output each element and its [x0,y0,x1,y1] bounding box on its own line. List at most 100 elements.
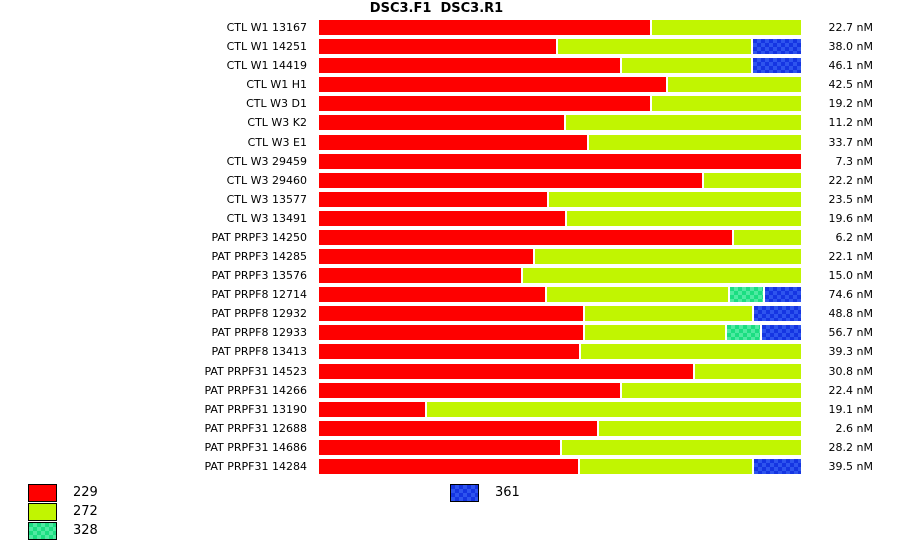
row-label: CTL W3 29459 [226,155,307,168]
row-bar [319,459,801,474]
chart-row: PAT PRPF3 14250 6.2 nM [0,230,900,245]
bar-segment-272 [425,402,801,417]
bar-segment-229 [319,77,667,92]
row-value-label: 28.2 nM [828,441,873,454]
bar-segment-272 [545,287,729,302]
row-value-label: 22.1 nM [828,250,873,263]
row-bar [319,325,801,340]
bar-segment-328 [728,287,764,302]
row-bar [319,154,801,169]
row-label: PAT PRPF31 14523 [204,365,307,378]
bar-segment-229 [319,249,533,264]
row-bar [319,402,801,417]
row-value-label: 33.7 nM [828,136,873,149]
row-label: CTL W3 13577 [226,193,307,206]
legend-swatch-229 [28,484,57,502]
row-value-label: 7.3 nM [835,155,873,168]
bar-segment-328 [725,325,761,340]
bar-segment-272 [732,230,801,245]
bar-segment-229 [319,173,703,188]
row-value-label: 46.1 nM [828,59,873,72]
row-label: PAT PRPF8 12932 [211,307,307,320]
row-bar [319,440,801,455]
row-label: PAT PRPF31 14686 [204,441,307,454]
bar-segment-272 [702,173,801,188]
row-bar [319,20,801,35]
row-bar [319,77,801,92]
chart-row: PAT PRPF8 12714 74.6 nM [0,287,900,302]
bar-segment-272 [597,421,801,436]
legend-swatch-328 [28,522,57,540]
bar-segment-229 [319,115,564,130]
row-value-label: 39.5 nM [828,460,873,473]
bar-segment-361 [750,58,801,73]
chart-row: PAT PRPF8 12933 56.7 nM [0,325,900,340]
row-label: PAT PRPF31 12688 [204,422,307,435]
chart-row: CTL W3 K2 11.2 nM [0,115,900,130]
legend-label-328: 328 [73,523,98,538]
bar-segment-272 [546,192,801,207]
row-value-label: 42.5 nM [828,78,873,91]
bar-segment-272 [533,249,801,264]
bar-segment-229 [319,58,620,73]
bar-segment-272 [560,440,801,455]
bar-segment-229 [319,402,426,417]
row-label: CTL W1 H1 [246,78,307,91]
bar-segment-229 [319,325,584,340]
row-value-label: 30.8 nM [828,365,873,378]
chart-row: CTL W3 29459 7.3 nM [0,154,900,169]
row-bar [319,192,801,207]
bar-segment-229 [319,39,557,54]
bar-segment-229 [319,268,521,283]
row-label: CTL W3 K2 [247,116,307,129]
bar-segment-272 [619,58,751,73]
bar-segment-272 [586,135,801,150]
bar-segment-229 [319,383,620,398]
row-bar [319,306,801,321]
chart-row: CTL W1 H1 42.5 nM [0,77,900,92]
row-bar [319,96,801,111]
chart-row: PAT PRPF31 14266 22.4 nM [0,383,900,398]
row-value-label: 23.5 nM [828,193,873,206]
row-value-label: 6.2 nM [835,231,873,244]
row-label: PAT PRPF3 13576 [211,269,307,282]
chart-row: PAT PRPF3 14285 22.1 nM [0,249,900,264]
bar-segment-229 [319,440,560,455]
row-value-label: 11.2 nM [828,116,873,129]
chart-row: CTL W3 29460 22.2 nM [0,173,900,188]
bar-segment-272 [578,344,801,359]
chart-row: PAT PRPF8 12932 48.8 nM [0,306,900,321]
row-label: CTL W3 D1 [246,97,307,110]
chart-row: CTL W1 14251 38.0 nM [0,39,900,54]
chart-row: PAT PRPF3 13576 15.0 nM [0,268,900,283]
row-label: CTL W1 13167 [226,21,307,34]
row-label: CTL W1 14419 [226,59,307,72]
chart-row: PAT PRPF31 13190 19.1 nM [0,402,900,417]
bar-segment-272 [563,115,801,130]
bar-segment-229 [319,230,733,245]
bar-segment-361 [751,459,801,474]
row-label: CTL W1 14251 [226,40,307,53]
row-value-label: 22.4 nM [828,384,873,397]
row-bar [319,135,801,150]
bar-segment-272 [650,96,801,111]
row-value-label: 48.8 nM [828,307,873,320]
row-bar [319,249,801,264]
row-value-label: 19.2 nM [828,97,873,110]
bar-segment-229 [319,20,651,35]
bar-segment-229 [319,154,801,169]
row-bar [319,287,801,302]
chart-title: DSC3.F1 DSC3.R1 [369,1,504,16]
row-bar [319,344,801,359]
row-label: PAT PRPF8 13413 [211,345,307,358]
legend-swatch-272 [28,503,57,521]
row-value-label: 38.0 nM [828,40,873,53]
row-value-label: 2.6 nM [835,422,873,435]
row-bar [319,173,801,188]
chart-row: PAT PRPF31 14284 39.5 nM [0,459,900,474]
row-value-label: 15.0 nM [828,269,873,282]
row-bar [319,230,801,245]
chart-row: CTL W3 13577 23.5 nM [0,192,900,207]
bar-segment-229 [319,135,587,150]
row-label: PAT PRPF31 13190 [204,403,307,416]
